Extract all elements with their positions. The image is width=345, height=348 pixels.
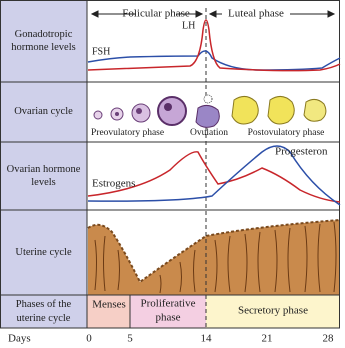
grid-frame [0, 0, 340, 329]
proliferative-label: phase [155, 312, 180, 324]
row-label: Uterine cycle [15, 246, 72, 258]
phase-arrows [90, 10, 336, 18]
endometrium [88, 220, 340, 295]
fsh-label: FSH [92, 46, 110, 57]
glands [94, 221, 337, 294]
days-label: Days [8, 333, 31, 345]
ovulation-label: Ovulation [190, 128, 228, 138]
endometrium-edge [87, 219, 341, 284]
lh-curve [87, 19, 341, 72]
luteal-label: Luteal phase [228, 8, 284, 20]
follicular-label: Folicular phase [122, 8, 190, 20]
estrogen-label: Estrogens [92, 178, 135, 190]
preovulatory-label: Preovulatory phase [91, 128, 164, 138]
proliferative-bg [130, 295, 206, 328]
secretory-bg [206, 295, 340, 328]
follicles [93, 94, 327, 128]
postovulatory-label: Postovulatory phase [248, 128, 325, 138]
row-label: Phases of the uterine cycle [15, 299, 72, 324]
menses-label: Menses [92, 299, 126, 311]
fsh-curve [87, 50, 341, 71]
day-tick: 14 [201, 333, 213, 345]
day-tick: 5 [127, 333, 133, 345]
menses-bg [87, 295, 130, 328]
progesterone-label: Progesteron [275, 146, 328, 158]
day-tick: 28 [323, 333, 335, 345]
progesterone-curve [87, 145, 341, 206]
row-label: Gonadotropic hormone levels [11, 28, 76, 53]
label-column [0, 0, 87, 328]
row-label: Ovarian cycle [14, 106, 73, 118]
row-label: Ovarian hormone levels [6, 163, 81, 188]
proliferative-label: Proliferative [141, 298, 196, 310]
day-tick: 0 [86, 333, 92, 345]
secretory-label: Secretory phase [238, 305, 308, 317]
lh-label: LH [182, 20, 195, 31]
day-tick: 21 [262, 333, 273, 345]
estrogen-curve [87, 151, 341, 203]
